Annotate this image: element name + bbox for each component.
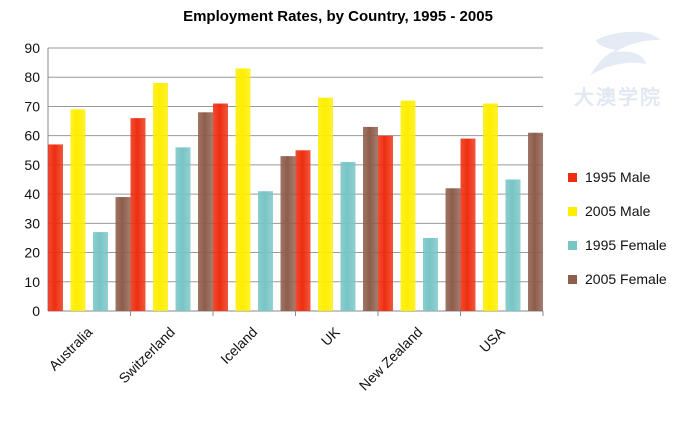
bar-2005-male bbox=[153, 83, 168, 311]
legend-label: 1995 Female bbox=[585, 237, 667, 253]
x-category-label: Iceland bbox=[217, 324, 260, 367]
bar-2005-female bbox=[528, 132, 543, 311]
bar-1995-male bbox=[378, 135, 393, 311]
y-tick-label: 90 bbox=[24, 40, 40, 56]
y-tick-label: 60 bbox=[24, 128, 40, 144]
legend-label: 2005 Male bbox=[585, 203, 651, 219]
x-category-label: Switzerland bbox=[115, 324, 177, 386]
y-tick-label: 30 bbox=[24, 215, 40, 231]
bar-2005-female bbox=[280, 156, 296, 311]
legend-swatch bbox=[568, 173, 577, 182]
bar-1995-male bbox=[213, 103, 228, 312]
legend-label: 2005 Female bbox=[585, 271, 667, 287]
bar-2005-male bbox=[483, 103, 498, 312]
legend-label: 1995 Male bbox=[585, 169, 651, 185]
y-tick-label: 20 bbox=[24, 245, 40, 261]
bar-1995-female bbox=[505, 179, 521, 311]
x-category-label: UK bbox=[318, 323, 344, 349]
legend-swatch bbox=[568, 207, 577, 216]
legend-swatch bbox=[568, 275, 577, 284]
legend-swatch bbox=[568, 241, 577, 250]
bar-1995-female bbox=[93, 232, 108, 311]
y-tick-label: 80 bbox=[24, 69, 40, 85]
bar-1995-male bbox=[460, 138, 476, 311]
bar-1995-male bbox=[295, 150, 311, 311]
x-category-label: Australia bbox=[46, 324, 96, 374]
y-tick-label: 50 bbox=[24, 157, 40, 173]
bar-1995-male bbox=[48, 144, 63, 311]
y-tick-label: 0 bbox=[32, 303, 40, 319]
bar-2005-male bbox=[235, 68, 251, 311]
bar-2005-male bbox=[70, 109, 86, 311]
bar-2005-male bbox=[400, 100, 416, 311]
bars bbox=[48, 68, 543, 312]
bar-1995-female bbox=[423, 237, 438, 311]
x-category-label: New Zealand bbox=[356, 324, 426, 394]
y-tick-label: 40 bbox=[24, 186, 40, 202]
watermark-logo: 大澳学院 bbox=[574, 31, 662, 109]
bar-1995-female bbox=[258, 191, 273, 311]
y-tick-label: 70 bbox=[24, 98, 40, 114]
bar-1995-female bbox=[175, 147, 191, 311]
bar-1995-female bbox=[340, 161, 356, 311]
bar-2005-female bbox=[363, 126, 378, 312]
y-tick-label: 10 bbox=[24, 274, 40, 290]
bar-2005-female bbox=[198, 112, 213, 312]
bar-2005-female bbox=[445, 188, 461, 311]
chart-title: Employment Rates, by Country, 1995 - 200… bbox=[183, 8, 493, 25]
x-axis-labels: Australia Switzerland Iceland UK New Zealand… bbox=[46, 323, 509, 393]
bar-2005-male bbox=[318, 97, 333, 311]
x-category-label: USA bbox=[476, 323, 508, 355]
bar-1995-male bbox=[130, 118, 146, 311]
watermark-swoosh-icon bbox=[590, 31, 660, 76]
bar-2005-female bbox=[115, 197, 131, 311]
legend: 1995 Male 2005 Male 1995 Female 2005 Female bbox=[568, 169, 667, 287]
watermark-text: 大澳学院 bbox=[574, 85, 662, 109]
